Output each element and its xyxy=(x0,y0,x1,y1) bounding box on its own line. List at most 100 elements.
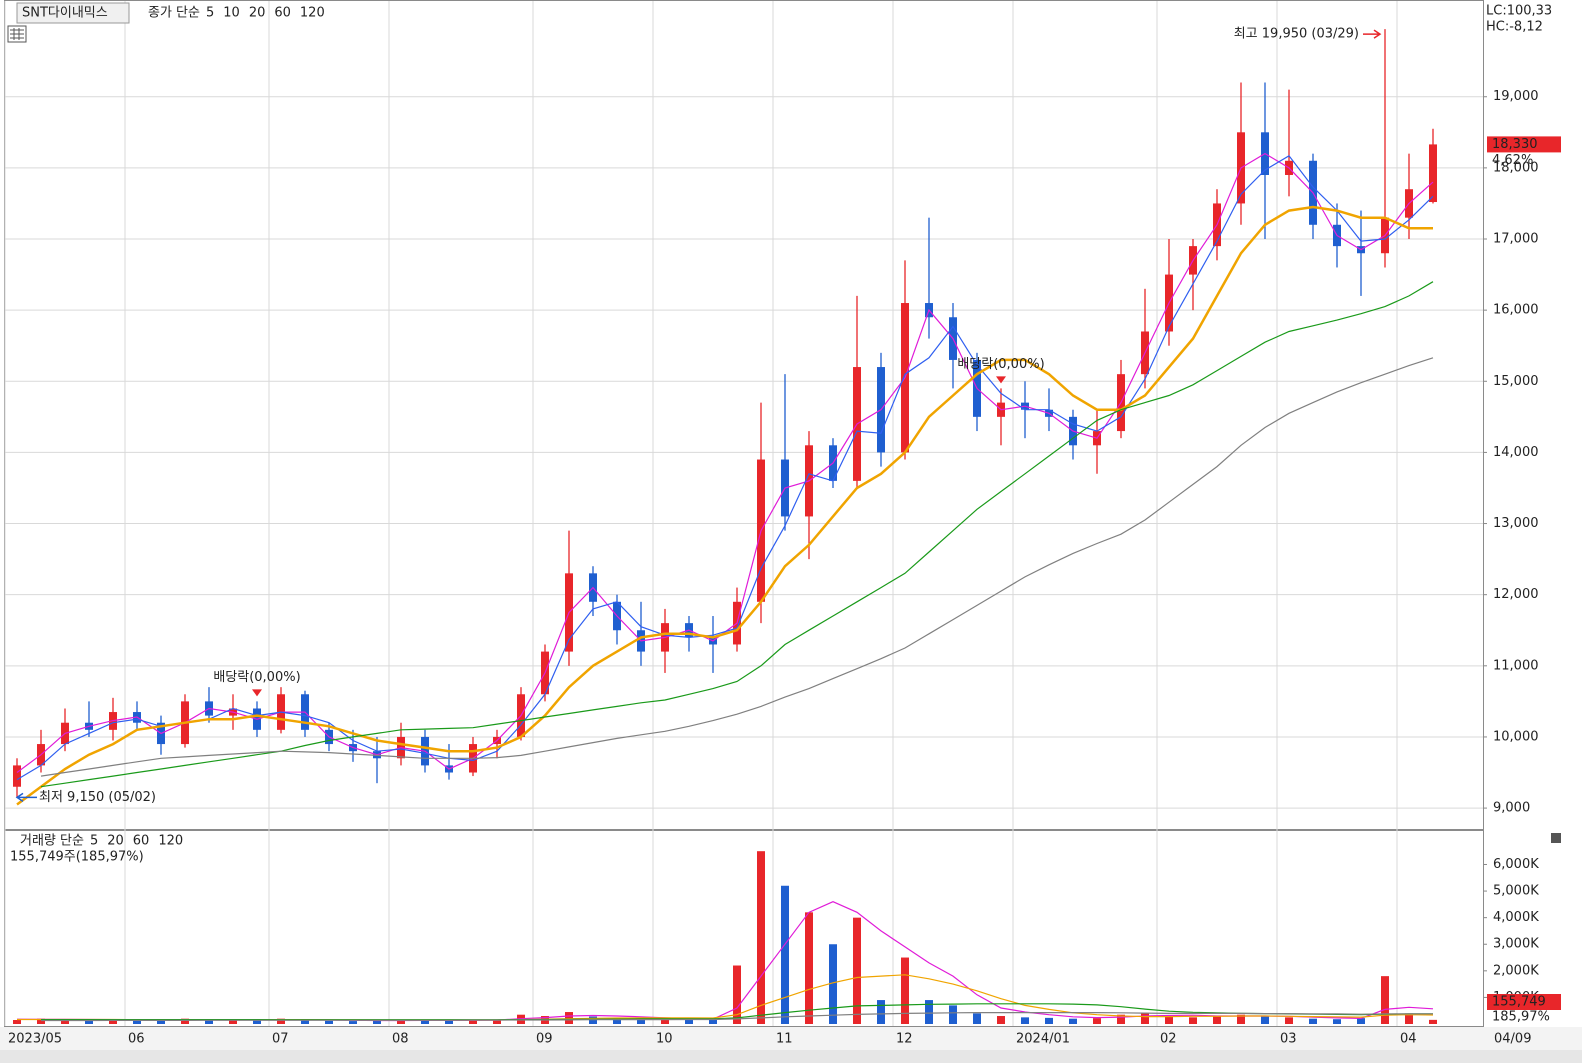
volume-bar xyxy=(1093,1018,1101,1024)
ma-line xyxy=(40,357,1434,777)
plot-layer: 2023/05 06 07 08 09 10 11 12 2024/01 02 03 04 04/09 9… xyxy=(4,1,1561,1047)
volume-bar xyxy=(421,1020,429,1024)
volume-bar xyxy=(805,912,813,1024)
x-tick-label: 10 xyxy=(656,1032,673,1047)
volume-bar xyxy=(973,1013,981,1024)
volume-bar xyxy=(1309,1018,1317,1024)
volume-bar xyxy=(277,1018,285,1024)
x-tick-label: 09 xyxy=(536,1032,553,1047)
volume-bar xyxy=(1189,1017,1197,1024)
y-tick-label: 15,000 xyxy=(1493,374,1539,389)
volume-bar xyxy=(1429,1019,1437,1024)
volume-bar xyxy=(301,1020,309,1024)
x-tick-label: 06 xyxy=(128,1032,145,1047)
ex-dividend-label: 배당락(0,00%) xyxy=(957,357,1044,372)
y-tick-label: 10,000 xyxy=(1493,729,1539,744)
legend-entry: 20 xyxy=(107,834,124,849)
volume-bar xyxy=(1357,1018,1365,1024)
price-tag xyxy=(1487,136,1561,153)
legend-title: 종가 단순 xyxy=(148,6,200,21)
volume-bar xyxy=(349,1021,357,1024)
y-tick-label: 19,000 xyxy=(1493,89,1539,104)
volume-bar xyxy=(1261,1016,1269,1024)
volume-bar xyxy=(1117,1014,1125,1024)
x-tick-label: 2024/01 xyxy=(1016,1032,1070,1047)
ex-dividend-label: 배당락(0,00%) xyxy=(213,670,300,685)
volume-bar xyxy=(181,1018,189,1024)
volume-bar xyxy=(1381,976,1389,1024)
volume-bar xyxy=(325,1020,333,1024)
volume-bar xyxy=(613,1018,621,1024)
volume-bar xyxy=(1237,1014,1245,1024)
volume-bar xyxy=(997,1016,1005,1024)
legend-entry: 60 xyxy=(274,6,291,21)
volume-bar xyxy=(397,1020,405,1024)
chart-title: SNT다이내믹스 xyxy=(22,6,108,21)
legend-entry: 120 xyxy=(158,834,183,849)
high-arrow xyxy=(1363,29,1382,39)
volume-tag xyxy=(1487,994,1561,1010)
volume-bar xyxy=(1285,1017,1293,1024)
title-box xyxy=(16,2,130,24)
x-tick-label: 2023/05 xyxy=(8,1032,62,1047)
volume-bar xyxy=(253,1020,261,1024)
high-annotation: 최고 19,950 (03/29) xyxy=(1234,27,1359,42)
candle-body xyxy=(13,765,21,787)
volume-bar xyxy=(37,1018,45,1024)
volume-bar xyxy=(829,944,837,1024)
y-tick-label: 12,000 xyxy=(1493,587,1539,602)
volume-bar xyxy=(85,1020,93,1024)
volume-bar xyxy=(1333,1019,1341,1024)
footer-band xyxy=(0,1050,1582,1063)
candle-body xyxy=(1429,144,1437,203)
volume-bar xyxy=(925,1000,933,1024)
volume-bar xyxy=(685,1020,693,1024)
legend-entry: 60 xyxy=(133,834,150,849)
ma-line xyxy=(16,155,1434,781)
volume-bar xyxy=(901,957,909,1024)
y-tick-label: 3,000K xyxy=(1493,937,1539,952)
x-tick-label: 04 xyxy=(1400,1032,1417,1047)
close-icon[interactable] xyxy=(1551,833,1561,843)
x-tick-label: 12 xyxy=(896,1032,913,1047)
volume-bar xyxy=(469,1020,477,1024)
volume-bar xyxy=(637,1019,645,1024)
ex-dividend-marker xyxy=(996,376,1006,384)
hc-label: HC:-8,12 xyxy=(1486,20,1543,35)
ma-line xyxy=(40,281,1434,788)
low-annotation: 최저 9,150 (05/02) xyxy=(39,790,156,805)
volume-bar xyxy=(1021,1017,1029,1024)
x-tick-label: 02 xyxy=(1160,1032,1177,1047)
volume-bar xyxy=(733,965,741,1024)
y-tick-label: 5,000K xyxy=(1493,884,1539,899)
date-axis-band xyxy=(0,1027,1582,1050)
volume-tag-label: 155,749 xyxy=(1492,995,1546,1010)
volume-bar xyxy=(853,917,861,1024)
volume-bar xyxy=(661,1019,669,1024)
ratio-tag-label: 185,97% xyxy=(1492,1010,1550,1025)
legend-entry: 5 xyxy=(206,6,214,21)
lc-label: LC:100,33 xyxy=(1486,4,1552,19)
volume-bar xyxy=(949,1005,957,1024)
volume-bar xyxy=(709,1019,717,1024)
legend-entry: 10 xyxy=(223,6,240,21)
volume-bar xyxy=(877,1000,885,1024)
y-tick-label: 6,000K xyxy=(1493,857,1539,872)
volume-bar xyxy=(109,1019,117,1024)
y-tick-label: 18,000 xyxy=(1493,160,1539,175)
legend-entry: 120 xyxy=(300,6,325,21)
ex-dividend-marker xyxy=(252,689,262,697)
x-tick-label: 07 xyxy=(272,1032,289,1047)
change-tag-label: 4,62% xyxy=(1492,153,1533,168)
volume-bar xyxy=(13,1020,21,1024)
legend-entry: 5 xyxy=(90,834,98,849)
ma-line xyxy=(41,1012,1433,1022)
y-tick-label: 2,000K xyxy=(1493,963,1539,978)
volume-bar xyxy=(493,1019,501,1024)
volume-bar xyxy=(61,1019,69,1024)
volume-bar xyxy=(229,1020,237,1024)
y-tick-label: 13,000 xyxy=(1493,516,1539,531)
